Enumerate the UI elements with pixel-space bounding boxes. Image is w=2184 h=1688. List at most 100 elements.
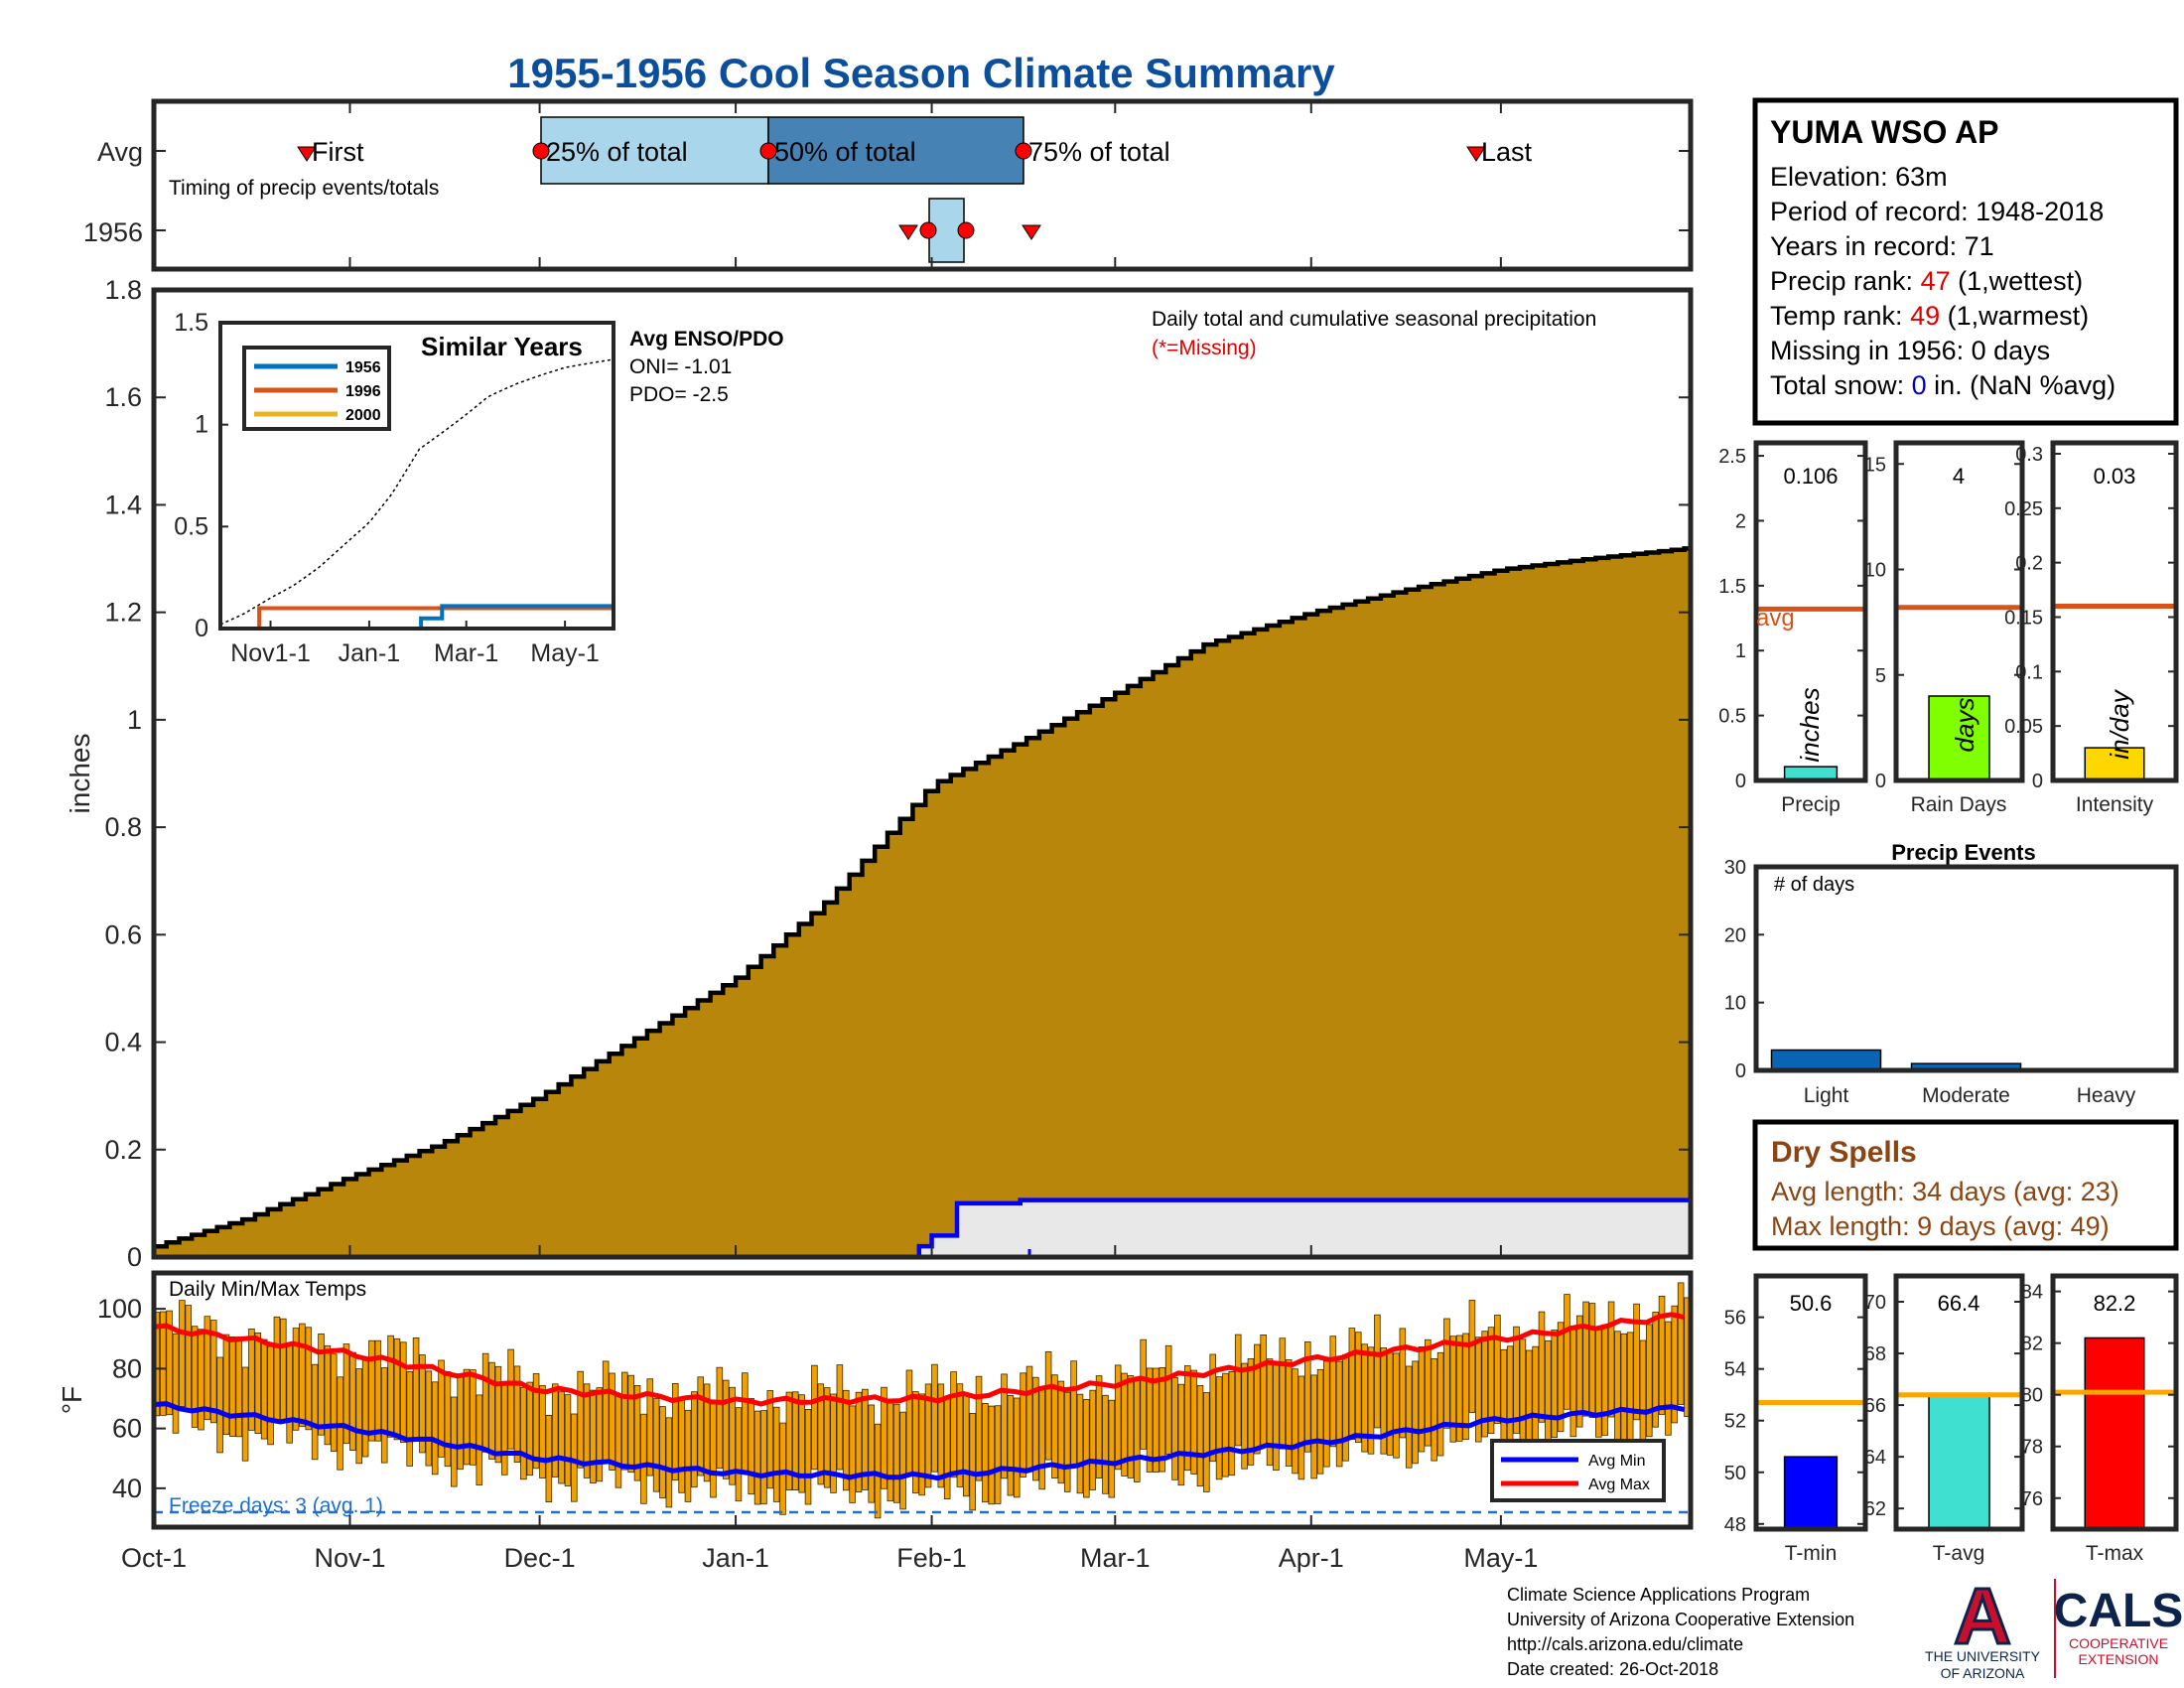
daily-temp-bar [179, 1300, 186, 1407]
daily-temp-bar [1399, 1328, 1407, 1439]
intensity-bar [2084, 747, 2145, 781]
dry-title: Dry Spells [1771, 1136, 1917, 1169]
precip-y-tick-label: 1 [127, 705, 142, 735]
ua-line-1: THE UNIVERSITY [1925, 1648, 2041, 1664]
similar-years-inset: 0 0.5 1 1.5 Nov1-1 Jan-1 Mar-1 May-1 Similar Ye… [174, 309, 615, 667]
precip-events-panel: Precip Events Light Moderate Heavy 0 10 20 30… [1724, 840, 2179, 1107]
daily-temp-bar [1279, 1337, 1287, 1450]
inset-y-tick-label: 0 [195, 615, 208, 642]
inset-axes: 0 0.5 1 1.5 Nov1-1 Jan-1 Mar-1 May-1 [174, 309, 600, 667]
temp-legend-min: Avg Min [1588, 1453, 1646, 1470]
daily-temp-bar [1001, 1373, 1008, 1479]
temp-frame [151, 1270, 1694, 1530]
daily-temp-bar [1316, 1368, 1324, 1475]
daily-temp-bar [1228, 1371, 1236, 1477]
timing-avg-last-marker [1466, 146, 1486, 162]
intensity-bar-label: Intensity [2076, 793, 2154, 816]
daily-temp-bar [1032, 1376, 1039, 1481]
daily-temp-bar [1051, 1374, 1058, 1478]
daily-temp-bar [235, 1336, 242, 1438]
bar-axis-tick-label: 82 [2021, 1334, 2043, 1355]
bar-axis-tick-label: 84 [2021, 1282, 2043, 1304]
daily-temp-bar [1241, 1362, 1248, 1470]
daily-temp-bar [494, 1365, 502, 1464]
daily-temp-bar [1665, 1321, 1672, 1436]
precip-frame [151, 287, 1694, 1260]
daily-temp-bar [507, 1348, 514, 1450]
inset-avg-line [219, 358, 614, 626]
bar-axis-tick-label: 52 [1724, 1411, 1746, 1433]
x-tick-label: May-1 [1463, 1543, 1538, 1573]
tavg-label: T-avg [1933, 1542, 1985, 1565]
university-of-arizona-logo: A THE UNIVERSITY OF ARIZONA [1925, 1571, 2041, 1682]
timing-row-avg: Avg [97, 137, 143, 167]
daily-temp-bar [551, 1383, 559, 1477]
timing-q50-q75-box [767, 116, 1024, 185]
raindays-bar-axis: 0 5 10 15 [1864, 454, 2022, 792]
dry-frame [1752, 1119, 2179, 1251]
bar-axis-tick-label: 0.5 [1718, 706, 1746, 728]
tavg-axis: 62 64 66 68 70 [1864, 1292, 2022, 1520]
daily-temp-bar [988, 1405, 996, 1505]
x-tick-label: Mar-1 [1080, 1543, 1151, 1573]
bar-axis-tick-label: 2.5 [1718, 446, 1746, 468]
events-category-label: Light [1804, 1084, 1849, 1107]
daily-temp-bar [1146, 1367, 1154, 1473]
station-frame [1752, 97, 2179, 426]
daily-temp-bar [665, 1417, 673, 1508]
timing-year-q50-marker [957, 221, 975, 239]
daily-temp-bar [1475, 1336, 1482, 1443]
ua-block-a-icon: A [1954, 1572, 2011, 1660]
temp-y-label: °F [57, 1386, 87, 1414]
daily-temp-bar [1292, 1368, 1298, 1475]
daily-temp-bar [994, 1405, 1002, 1504]
tmin-frame [1753, 1273, 1868, 1532]
daily-temp-bar [355, 1368, 363, 1465]
daily-temp-bar [342, 1343, 350, 1445]
timing-label-q50: 50% of total [774, 137, 916, 167]
daily-temp-bar [532, 1373, 540, 1470]
daily-temp-bar [1393, 1352, 1400, 1459]
ua-line-2: OF ARIZONA [1941, 1665, 2025, 1681]
daily-temp-bar [811, 1364, 818, 1471]
precip-y-axis: 0 0.2 0.4 0.6 0.8 1 1.2 1.4 1.6 1.8 [104, 275, 1691, 1272]
bar-axis-tick-label: 54 [1724, 1359, 1746, 1381]
station-period: Period of record: 1948-2018 [1770, 197, 2104, 226]
events-bar-light [1770, 1049, 1882, 1071]
inset-y-tick-label: 1 [195, 411, 208, 439]
daily-temp-bar [273, 1316, 281, 1422]
timing-label-first: First [312, 137, 364, 167]
daily-temp-bar [1063, 1391, 1071, 1492]
daily-temp-bar [817, 1383, 825, 1485]
events-category-label: Heavy [2077, 1084, 2136, 1107]
tmin-bar [1783, 1456, 1839, 1530]
daily-temp-bar [1412, 1360, 1419, 1465]
events-y-tick-label: 10 [1724, 993, 1746, 1015]
daily-temp-bar [1367, 1346, 1375, 1455]
daily-temp-bar [1519, 1338, 1527, 1445]
daily-temp-bar [1386, 1348, 1394, 1456]
daily-temp-bar [1551, 1330, 1559, 1438]
daily-temp-bar [520, 1386, 527, 1480]
daily-temp-bar [881, 1386, 887, 1489]
daily-temp-bar [1083, 1399, 1090, 1498]
daily-temp-bar [659, 1406, 666, 1499]
daily-temp-bar [1525, 1349, 1533, 1454]
daily-temp-bar [1677, 1282, 1685, 1405]
daily-temp-bar [868, 1404, 876, 1503]
raindays-bar-frame [1893, 440, 2025, 783]
daily-temp-bar [248, 1329, 255, 1431]
temp-bars-group: 48 50 52 54 56 50.6 T-min 62 64 66 68 70 66.4 T-… [1724, 1273, 2179, 1565]
daily-temp-bar [697, 1376, 705, 1477]
temp-y-tick-label: 100 [97, 1294, 142, 1324]
bar-axis-tick-label: 5 [1875, 665, 1886, 687]
daily-temp-bar [1121, 1372, 1128, 1477]
figure-title: 1955-1956 Cool Season Climate Summary [507, 50, 1335, 96]
daily-temp-bar [577, 1370, 584, 1469]
events-y-tick-label: 30 [1724, 857, 1746, 879]
daily-temp-bar [1436, 1351, 1444, 1457]
daily-temp-bar [830, 1393, 837, 1493]
daily-temp-bar [280, 1318, 287, 1423]
daily-temp-bar [457, 1374, 464, 1471]
intensity-bar-frame [2050, 440, 2179, 783]
